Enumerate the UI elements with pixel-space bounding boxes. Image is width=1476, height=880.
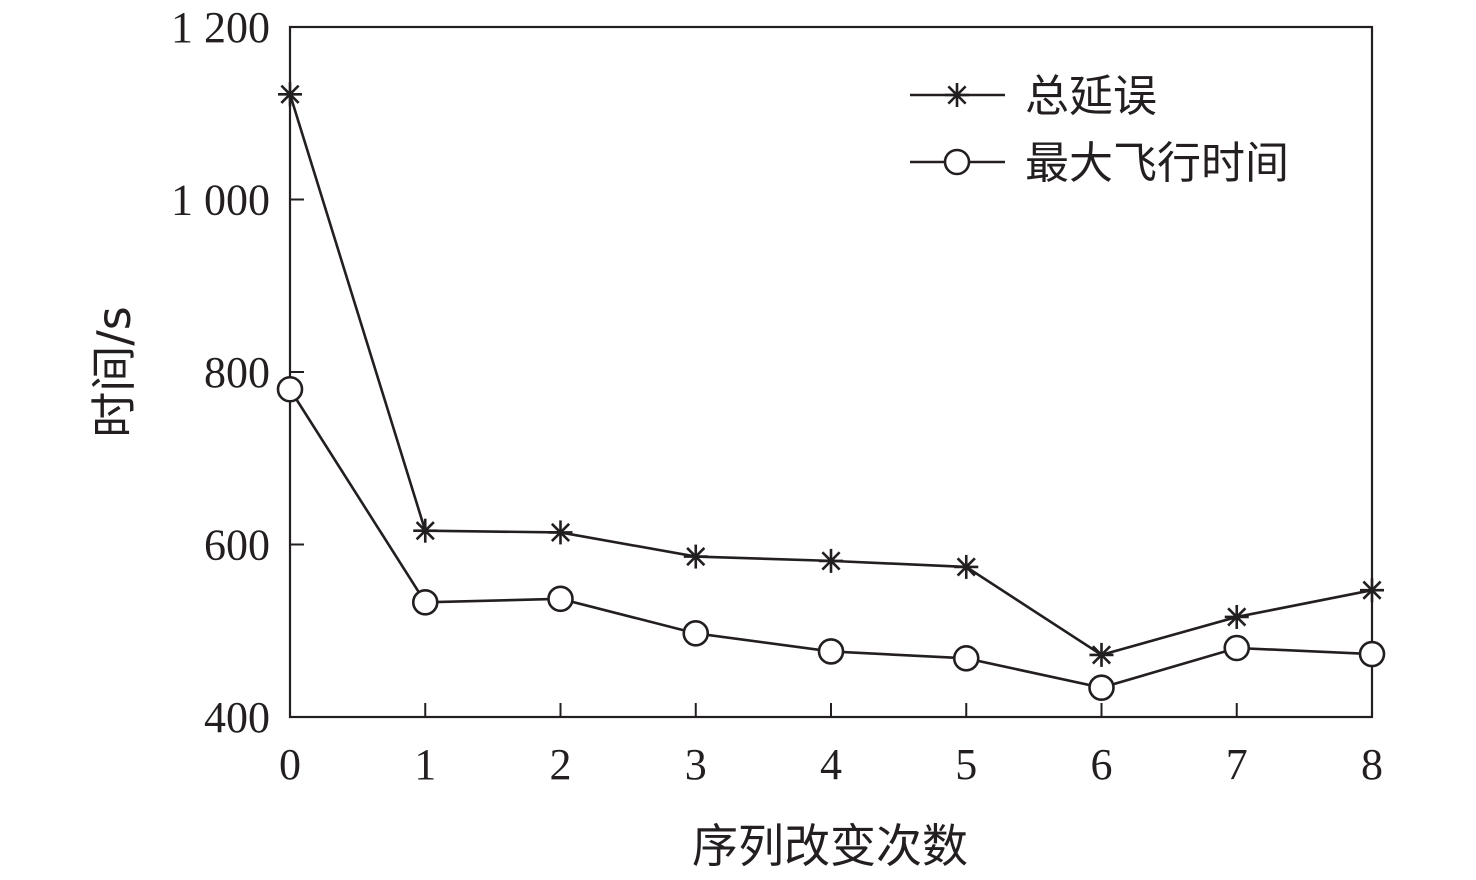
data-point-circle <box>411 588 439 616</box>
plot-border <box>288 25 1374 719</box>
star-stroke <box>415 521 435 541</box>
series-max-flight-time <box>276 375 1386 701</box>
legend-label: 最大飞行时间 <box>1025 138 1289 189</box>
x-tick-label: 1 <box>414 740 436 789</box>
data-point-star <box>413 518 438 543</box>
data-point-star <box>1089 642 1114 667</box>
x-tick-label: 2 <box>550 740 572 789</box>
x-axis-title: 序列改变次数 <box>692 819 968 873</box>
x-axis-ticks: 0 1 2 3 4 5 6 7 8 <box>279 703 1383 789</box>
data-point-star <box>954 554 979 579</box>
y-tick-label: 400 <box>204 693 270 742</box>
y-tick-label: 1 200 <box>171 3 270 52</box>
data-point-star <box>819 548 843 573</box>
data-point-circle <box>952 645 980 672</box>
y-tick-label: 1 000 <box>171 176 270 225</box>
star-stroke <box>1362 580 1382 600</box>
data-point-star <box>683 544 708 569</box>
data-point-circle <box>682 620 710 647</box>
data-point-star <box>1224 604 1249 629</box>
series-layer <box>276 82 1386 701</box>
star-stroke <box>280 84 300 104</box>
data-point-circle <box>547 585 574 613</box>
data-point-star <box>1360 578 1384 603</box>
legend-item: 总延误 <box>910 71 1157 122</box>
data-point-star <box>278 82 302 107</box>
x-tick-label: 8 <box>1361 740 1383 789</box>
x-tick-label: 0 <box>279 740 301 789</box>
y-axis-title: 时间/s <box>87 306 141 437</box>
data-point-circle <box>1358 640 1386 668</box>
star-stroke <box>956 557 976 577</box>
legend-item: 最大飞行时间 <box>910 138 1289 189</box>
y-axis-ticks: 400 600 800 1 000 1 200 <box>171 3 304 742</box>
x-tick-label: 4 <box>820 740 842 789</box>
star-stroke <box>550 522 571 542</box>
x-tick-label: 7 <box>1226 740 1248 789</box>
series-total-delay <box>278 82 1384 667</box>
legend-circle-marker <box>943 148 971 176</box>
star-stroke <box>1091 645 1112 665</box>
plot-frame <box>288 25 1374 719</box>
star-stroke <box>686 547 706 567</box>
y-tick-label: 800 <box>204 348 270 397</box>
data-point-circle <box>1088 674 1115 701</box>
star-stroke <box>1227 607 1247 627</box>
star-stroke <box>821 551 841 571</box>
data-point-circle <box>276 375 304 403</box>
legend-star-marker <box>945 83 969 107</box>
star-stroke <box>947 85 967 105</box>
y-tick-label: 600 <box>204 521 270 570</box>
legend-label: 总延误 <box>1025 71 1157 122</box>
data-point-star <box>548 520 573 545</box>
data-point-circle <box>817 638 845 665</box>
x-tick-label: 3 <box>685 740 707 789</box>
x-tick-label: 5 <box>955 740 977 789</box>
data-point-circle <box>1223 634 1251 662</box>
x-tick-label: 6 <box>1091 740 1113 789</box>
